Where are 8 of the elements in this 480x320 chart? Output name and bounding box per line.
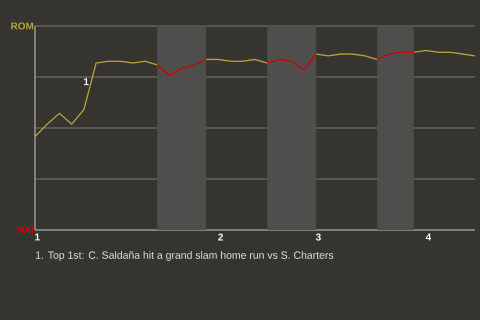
text: 1. Top 1st: C. Saldaña hit a grand slam home run vs S. Charters [36, 251, 334, 261]
x-tick-label: 4 [426, 234, 432, 240]
text: NAI [17, 226, 34, 234]
x-tick-label: 1 [35, 234, 40, 240]
x-tick-label: 3 [316, 234, 321, 241]
x-tick-label: 2 [218, 234, 223, 240]
annotation: 1 [84, 78, 89, 86]
text: ROM [11, 22, 34, 30]
